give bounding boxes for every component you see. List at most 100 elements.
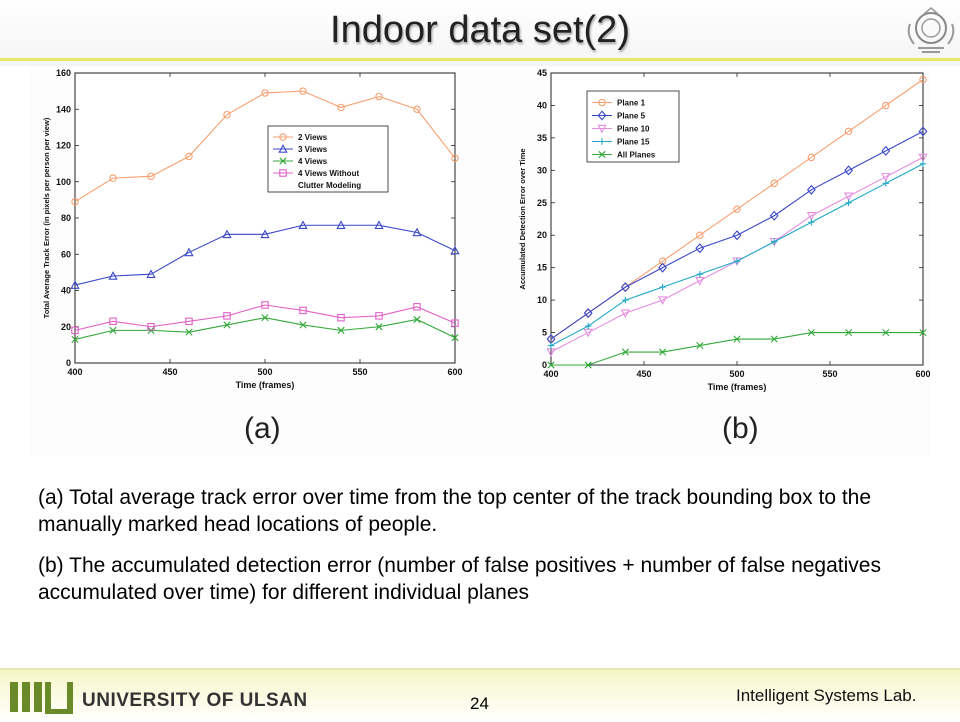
chart-b-detection-error: 400 450 500 550 600 0 5 10 15 20 25 30 35 40 45 Time (f… xyxy=(518,68,931,392)
data-point xyxy=(185,317,193,326)
data-point xyxy=(882,328,890,337)
y-axis-label: Total Average Track Error (in pixels per… xyxy=(42,117,51,318)
data-point xyxy=(657,296,668,305)
data-point xyxy=(299,321,307,329)
x-tick-label: 600 xyxy=(447,367,462,377)
legend-label: Plane 5 xyxy=(617,112,646,121)
x-tick-label: 550 xyxy=(352,367,367,377)
data-point xyxy=(109,174,117,182)
data-point xyxy=(450,245,460,255)
y-tick-label: 25 xyxy=(537,198,547,208)
y-tick-label: 0 xyxy=(542,360,547,370)
data-point xyxy=(375,92,383,101)
y-tick-label: 10 xyxy=(537,295,547,305)
data-point xyxy=(337,313,345,322)
data-point xyxy=(696,341,704,350)
data-point xyxy=(108,271,118,280)
data-point xyxy=(621,348,629,356)
footer-band xyxy=(0,668,960,722)
data-point xyxy=(695,243,705,254)
x-axis-label: Time (frames) xyxy=(708,382,767,392)
legend-marker xyxy=(279,169,287,177)
legend-label: Plane 1 xyxy=(617,99,646,108)
legend-marker xyxy=(597,110,607,121)
data-point xyxy=(337,103,345,112)
y-tick-label: 140 xyxy=(56,104,71,114)
data-point xyxy=(585,322,592,330)
data-point xyxy=(547,361,555,369)
y-tick-label: 15 xyxy=(537,263,547,273)
data-point xyxy=(882,101,890,110)
university-seal-icon xyxy=(907,7,955,53)
data-point xyxy=(70,280,80,289)
x-tick-label: 400 xyxy=(67,367,82,377)
x-tick-label: 500 xyxy=(257,367,272,377)
data-point xyxy=(583,328,593,338)
legend-label: 4 Views xyxy=(298,157,328,166)
data-point xyxy=(845,328,853,337)
data-point xyxy=(260,229,270,239)
data-point xyxy=(658,262,668,273)
data-point xyxy=(451,334,459,342)
data-point xyxy=(771,238,778,245)
series-line xyxy=(74,224,456,286)
x-tick-label: 400 xyxy=(543,369,558,379)
title-band xyxy=(0,0,960,66)
data-point xyxy=(223,321,231,329)
x-axis-label: Time (frames) xyxy=(236,380,295,390)
data-point xyxy=(583,308,593,319)
data-point xyxy=(844,165,854,176)
y-tick-label: 20 xyxy=(61,322,71,332)
data-point xyxy=(622,296,629,304)
data-point xyxy=(918,126,928,137)
data-point xyxy=(547,342,555,349)
legend-label: 2 Views xyxy=(298,133,328,142)
data-point xyxy=(261,89,269,97)
data-point xyxy=(223,312,231,320)
slide-title: Indoor data set(2) xyxy=(330,9,630,51)
data-point xyxy=(261,314,269,322)
y-tick-label: 100 xyxy=(56,177,71,187)
data-point xyxy=(806,184,816,195)
page-number: 24 xyxy=(470,694,489,713)
x-tick-label: 550 xyxy=(822,369,837,379)
data-point xyxy=(733,205,741,214)
university-logo-icon xyxy=(10,682,73,714)
series-line xyxy=(74,90,456,203)
x-tick-label: 450 xyxy=(636,369,651,379)
legend-marker xyxy=(279,133,287,141)
caption-b: (b) The accumulated detection error (num… xyxy=(38,554,881,604)
data-point xyxy=(882,180,889,187)
legend-label: 4 Views Without Clutter Modeling xyxy=(298,169,361,190)
data-point xyxy=(71,197,79,206)
y-tick-label: 60 xyxy=(61,249,71,259)
data-point xyxy=(336,220,346,229)
y-tick-label: 160 xyxy=(56,68,71,78)
data-point xyxy=(71,335,79,344)
data-point xyxy=(881,173,891,182)
data-point xyxy=(919,328,927,337)
data-point xyxy=(546,348,556,357)
data-point xyxy=(71,326,79,335)
data-point xyxy=(881,145,891,156)
data-point xyxy=(413,105,421,113)
legend-label: All Planes xyxy=(617,151,656,160)
data-point xyxy=(109,317,117,326)
data-point xyxy=(620,282,630,293)
data-point xyxy=(413,303,421,311)
data-point xyxy=(918,153,928,163)
data-point xyxy=(147,322,155,331)
subfigure-label-b: (b) xyxy=(722,412,759,445)
series-line xyxy=(550,130,924,340)
data-point xyxy=(845,199,852,206)
legend-marker xyxy=(279,157,287,165)
data-point xyxy=(843,192,854,202)
data-point xyxy=(620,309,631,318)
data-point xyxy=(807,153,816,162)
y-tick-label: 35 xyxy=(537,133,547,143)
legend-marker xyxy=(597,124,607,134)
legend-label: Plane 15 xyxy=(617,138,650,147)
university-name: UNIVERSITY OF ULSAN xyxy=(82,690,308,711)
legend-marker xyxy=(278,144,288,153)
data-point xyxy=(919,75,927,84)
